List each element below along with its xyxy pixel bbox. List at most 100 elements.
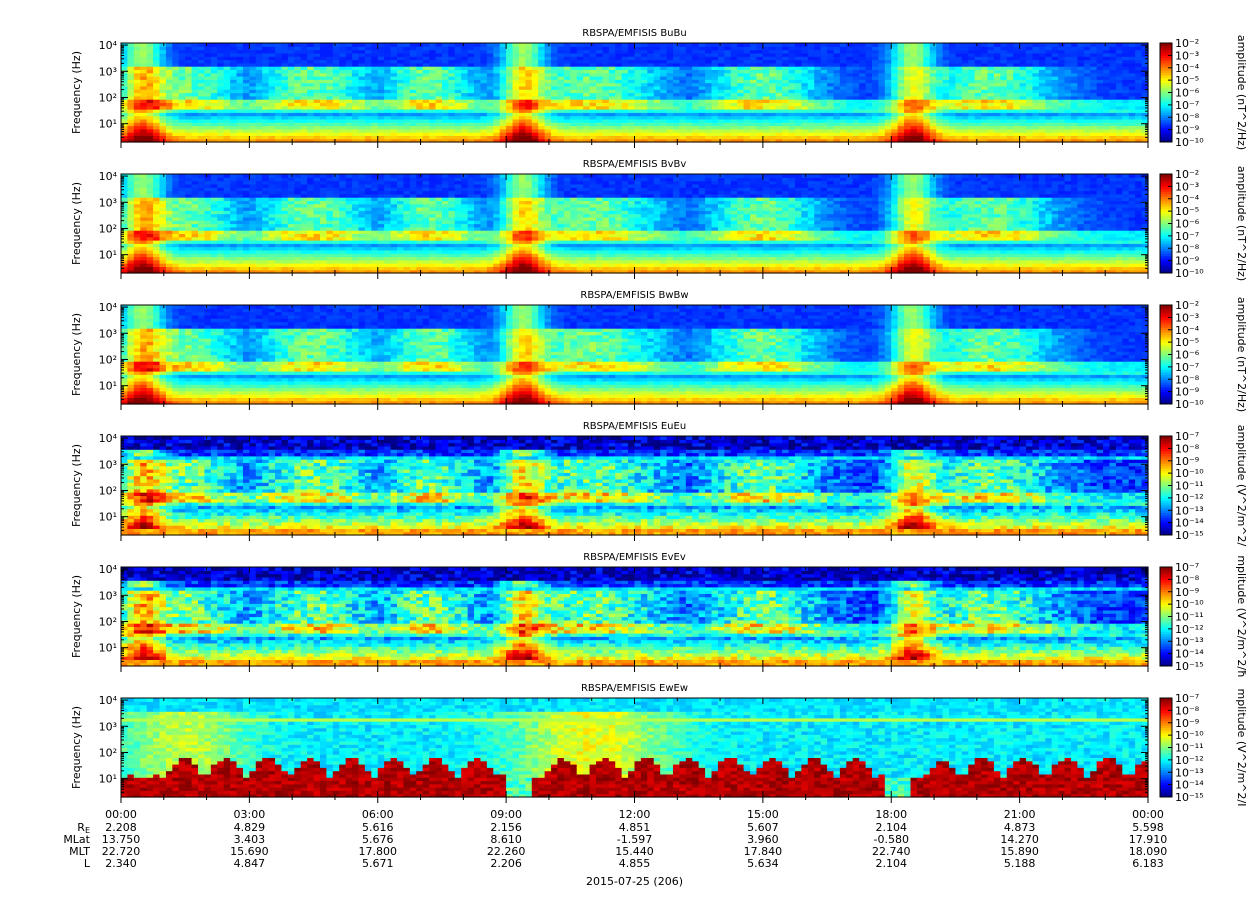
spectrogram-cell [923, 43, 930, 47]
y-tick-label: 10¹ [99, 118, 117, 131]
spectrogram-cell [339, 43, 346, 47]
spectrogram-cell [384, 43, 391, 47]
spectrogram-cell [962, 43, 969, 47]
spectrogram-cell [789, 43, 796, 47]
spectrogram-cell [551, 43, 558, 47]
spectrogram-cell [403, 43, 410, 47]
spectrogram-cell [140, 43, 147, 47]
spectrogram-cell [846, 43, 853, 47]
spectrogram-cell [237, 43, 244, 47]
spectrogram-cell [1045, 43, 1052, 47]
spectrogram-cell [179, 43, 186, 47]
spectrogram-cell [391, 43, 398, 47]
spectrogram-cell [968, 43, 975, 47]
spectrogram-cell [281, 43, 288, 47]
spectrogram-cell [525, 43, 532, 47]
spectrogram-cell [378, 43, 385, 47]
spectrogram-cell [1032, 43, 1039, 47]
spectrogram-cell [365, 43, 372, 47]
spectrogram-cell [307, 43, 314, 47]
spectrogram-cell [859, 43, 866, 47]
spectrogram-cell [352, 43, 359, 47]
spectrogram-cell [827, 43, 834, 47]
spectrogram-cell [955, 43, 962, 47]
spectrogram-cell [1007, 43, 1014, 47]
spectrogram-cell [583, 43, 590, 47]
spectrogram-cell [936, 43, 943, 47]
y-tick-label: 10⁴ [99, 39, 118, 52]
spectrogram-cell [596, 43, 603, 47]
spectrogram-cell [487, 43, 494, 47]
spectrogram-cell [1065, 43, 1072, 47]
spectrogram-cell [898, 43, 905, 47]
spectrogram-cell [217, 43, 224, 47]
spectrogram-cell [988, 43, 995, 47]
spectrogram-cell [429, 43, 436, 47]
spectrogram-cell [911, 43, 918, 47]
spectrogram-cell [744, 43, 751, 47]
spectrogram-cell [814, 43, 821, 47]
spectrogram-cell [821, 43, 828, 47]
colorbar: 10⁻²10⁻³10⁻⁴10⁻⁵10⁻⁶10⁻⁷10⁻⁸10⁻⁹10⁻¹⁰ amp… [1160, 35, 1248, 150]
spectrogram-cell [878, 43, 885, 47]
spectrogram-cell [416, 43, 423, 47]
spectrogram-cell [577, 43, 584, 47]
spectrogram-cell [1052, 43, 1059, 47]
spectrogram-cell [1109, 43, 1116, 47]
spectrogram-cell [333, 43, 340, 47]
spectrogram-cell [288, 43, 295, 47]
spectrogram-cell [198, 43, 205, 47]
spectrogram-cell [301, 43, 308, 47]
spectrogram-cell [358, 43, 365, 47]
spectrogram-cell [994, 43, 1001, 47]
spectrogram-cell [397, 43, 404, 47]
spectrogram-cell [686, 43, 693, 47]
spectrogram-cell [493, 43, 500, 47]
spectrogram-cell [641, 43, 648, 47]
spectrogram-cell [134, 43, 141, 47]
spectrogram-cell [712, 43, 719, 47]
y-tick-label: 10² [99, 91, 117, 104]
spectrogram-cell [801, 43, 808, 47]
spectrogram-cell [294, 43, 301, 47]
spectrogram-cell [750, 43, 757, 47]
spectrogram-cell [763, 43, 770, 47]
spectrogram-cell [326, 43, 333, 47]
spectrogram-cell [545, 43, 552, 47]
spectrogram-cell [609, 43, 616, 47]
spectrogram-cell [519, 43, 526, 47]
spectrogram-cell [840, 43, 847, 47]
spectrogram-cell [795, 43, 802, 47]
spectrogram-cell [262, 43, 269, 47]
spectrogram-cell [679, 43, 686, 47]
spectrogram-cell [692, 43, 699, 47]
spectrogram-cell [314, 43, 321, 47]
spectrogram-cell [346, 43, 353, 47]
spectrogram-cell [853, 43, 860, 47]
spectrogram-cell [1090, 43, 1097, 47]
spectrogram-cell [654, 43, 661, 47]
spectrogram-cell [410, 43, 417, 47]
spectrogram-cell [448, 43, 455, 47]
spectrogram-cell [949, 43, 956, 47]
spectrogram-cell [320, 43, 327, 47]
spectrogram-cell [1084, 43, 1091, 47]
spectrogram-cell [570, 43, 577, 47]
spectrogram-cell [166, 43, 173, 47]
spectrogram-cell [192, 43, 199, 47]
spectrogram-cell [930, 43, 937, 47]
spectrogram-cell [1058, 43, 1065, 47]
spectrogram-cell [1039, 43, 1046, 47]
spectrogram-cell [724, 43, 731, 47]
spectrogram-cell [705, 43, 712, 47]
spectrogram-cell [917, 43, 924, 47]
panel-title: RBSPA/EMFISIS BuBu [582, 28, 686, 39]
spectrogram-cell [1116, 43, 1123, 47]
spectrogram-cell [160, 43, 167, 47]
spectrogram-cell [602, 43, 609, 47]
spectrogram-cell [1122, 43, 1129, 47]
spectrogram-cell [872, 43, 879, 47]
spectrogram-cell [442, 43, 449, 47]
spectrogram-cell [808, 43, 815, 47]
